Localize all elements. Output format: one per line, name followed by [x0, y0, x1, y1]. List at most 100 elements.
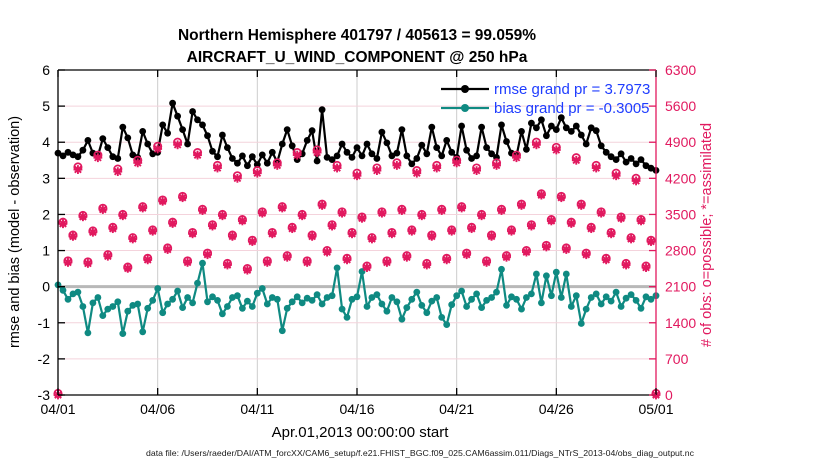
y-left-tick-label: -3 [38, 387, 51, 403]
obs-marker [526, 220, 536, 231]
obs-assimilated-asterisk [373, 166, 381, 175]
bias-point [582, 305, 590, 313]
obs-marker [272, 158, 282, 170]
obs-possible-circle [212, 160, 223, 170]
obs-assimilated-asterisk [353, 171, 361, 180]
bias-point [543, 272, 550, 280]
obs-possible-circle [417, 209, 427, 219]
right-axis-label: # of obs: o=possible; *=assimilated [699, 123, 715, 347]
obs-possible-circle [427, 230, 437, 240]
obs-marker [188, 227, 198, 239]
obs-marker [417, 209, 427, 221]
obs-assimilated-asterisk [492, 161, 501, 170]
rmse-point [219, 131, 226, 139]
bias-point [438, 314, 446, 321]
bias-point [627, 291, 635, 298]
obs-marker [467, 222, 477, 234]
bias-point [552, 268, 560, 276]
rmse-point [268, 148, 276, 156]
rmse-point [632, 160, 640, 168]
obs-marker [641, 261, 651, 272]
obs-possible-circle [78, 210, 88, 221]
obs-possible-circle [153, 141, 163, 151]
obs-marker [437, 204, 447, 215]
rmse-point [179, 126, 187, 133]
obs-possible-circle [576, 199, 586, 209]
obs-possible-circle [267, 227, 277, 238]
rmse-point [343, 148, 351, 156]
obs-marker [183, 256, 193, 267]
rmse-point [239, 152, 246, 160]
rmse-point [258, 151, 266, 159]
obs-possible-circle [432, 160, 442, 170]
obs-marker [382, 256, 392, 267]
bias-point [363, 303, 371, 310]
bias-point [513, 295, 520, 303]
obs-possible-circle [292, 147, 302, 158]
bias-point [602, 293, 610, 301]
obs-assimilated-asterisk [412, 169, 421, 178]
bias-point [528, 290, 535, 298]
obs-possible-circle [521, 246, 531, 256]
bias-point [94, 294, 102, 301]
bias-point [244, 297, 251, 305]
obs-marker [312, 145, 322, 157]
y-left-tick-label: 1 [42, 243, 50, 259]
obs-marker [113, 164, 123, 177]
obs-marker [307, 230, 317, 241]
x-axis-label: Apr.01,2013 00:00:00 start [272, 424, 450, 441]
bias-point [89, 299, 97, 307]
bias-point [443, 321, 451, 328]
rmse-point [602, 148, 610, 156]
bias-point [119, 330, 127, 337]
obs-marker [237, 215, 247, 226]
obs-marker [357, 212, 367, 223]
rmse-point [159, 121, 167, 129]
obs-marker [78, 210, 88, 222]
bias-point [637, 304, 645, 312]
bias-point [622, 294, 630, 302]
obs-possible-circle [128, 233, 138, 243]
obs-possible-circle [337, 207, 347, 217]
obs-possible-circle [227, 230, 237, 240]
obs-marker [462, 248, 472, 260]
rmse-point [378, 128, 386, 136]
rmse-point [597, 142, 605, 150]
rmse-point [483, 144, 490, 152]
axis-ticks [57, 69, 657, 396]
rmse-point [528, 119, 535, 127]
obs-marker [362, 261, 372, 272]
obs-marker [501, 251, 512, 262]
rmse-point [607, 153, 615, 161]
obs-possible-circle [372, 163, 382, 173]
obs-marker [551, 142, 561, 155]
obs-marker [73, 162, 83, 174]
obs-assimilated-asterisk [612, 171, 620, 180]
bias-point [253, 289, 261, 297]
obs-possible-circle [536, 189, 546, 199]
obs-possible-circle [197, 204, 208, 214]
y-right-tick-label: 1400 [665, 315, 696, 331]
obs-possible-circle [237, 215, 247, 225]
obs-assimilated-asterisk [393, 161, 401, 170]
obs-marker [397, 204, 407, 215]
bias-point [567, 303, 575, 310]
obs-marker [586, 222, 596, 234]
obs-possible-circle [158, 195, 168, 205]
obs-possible-circle [332, 160, 342, 170]
bias-point [224, 303, 231, 310]
rmse-point [363, 140, 371, 148]
obs-assimilated-asterisk [532, 140, 541, 149]
obs-marker [511, 150, 522, 163]
bias-point [124, 307, 132, 315]
rmse-point [458, 122, 465, 130]
rmse-point [234, 159, 241, 167]
rmse-point [288, 142, 296, 150]
rmse-point [114, 155, 122, 162]
obs-assimilated-asterisk [233, 174, 242, 183]
rmse-point [204, 132, 211, 140]
obs-marker [477, 209, 487, 221]
bias-point [308, 297, 316, 304]
obs-possible-circle [407, 225, 417, 235]
obs-possible-circle [322, 246, 332, 256]
